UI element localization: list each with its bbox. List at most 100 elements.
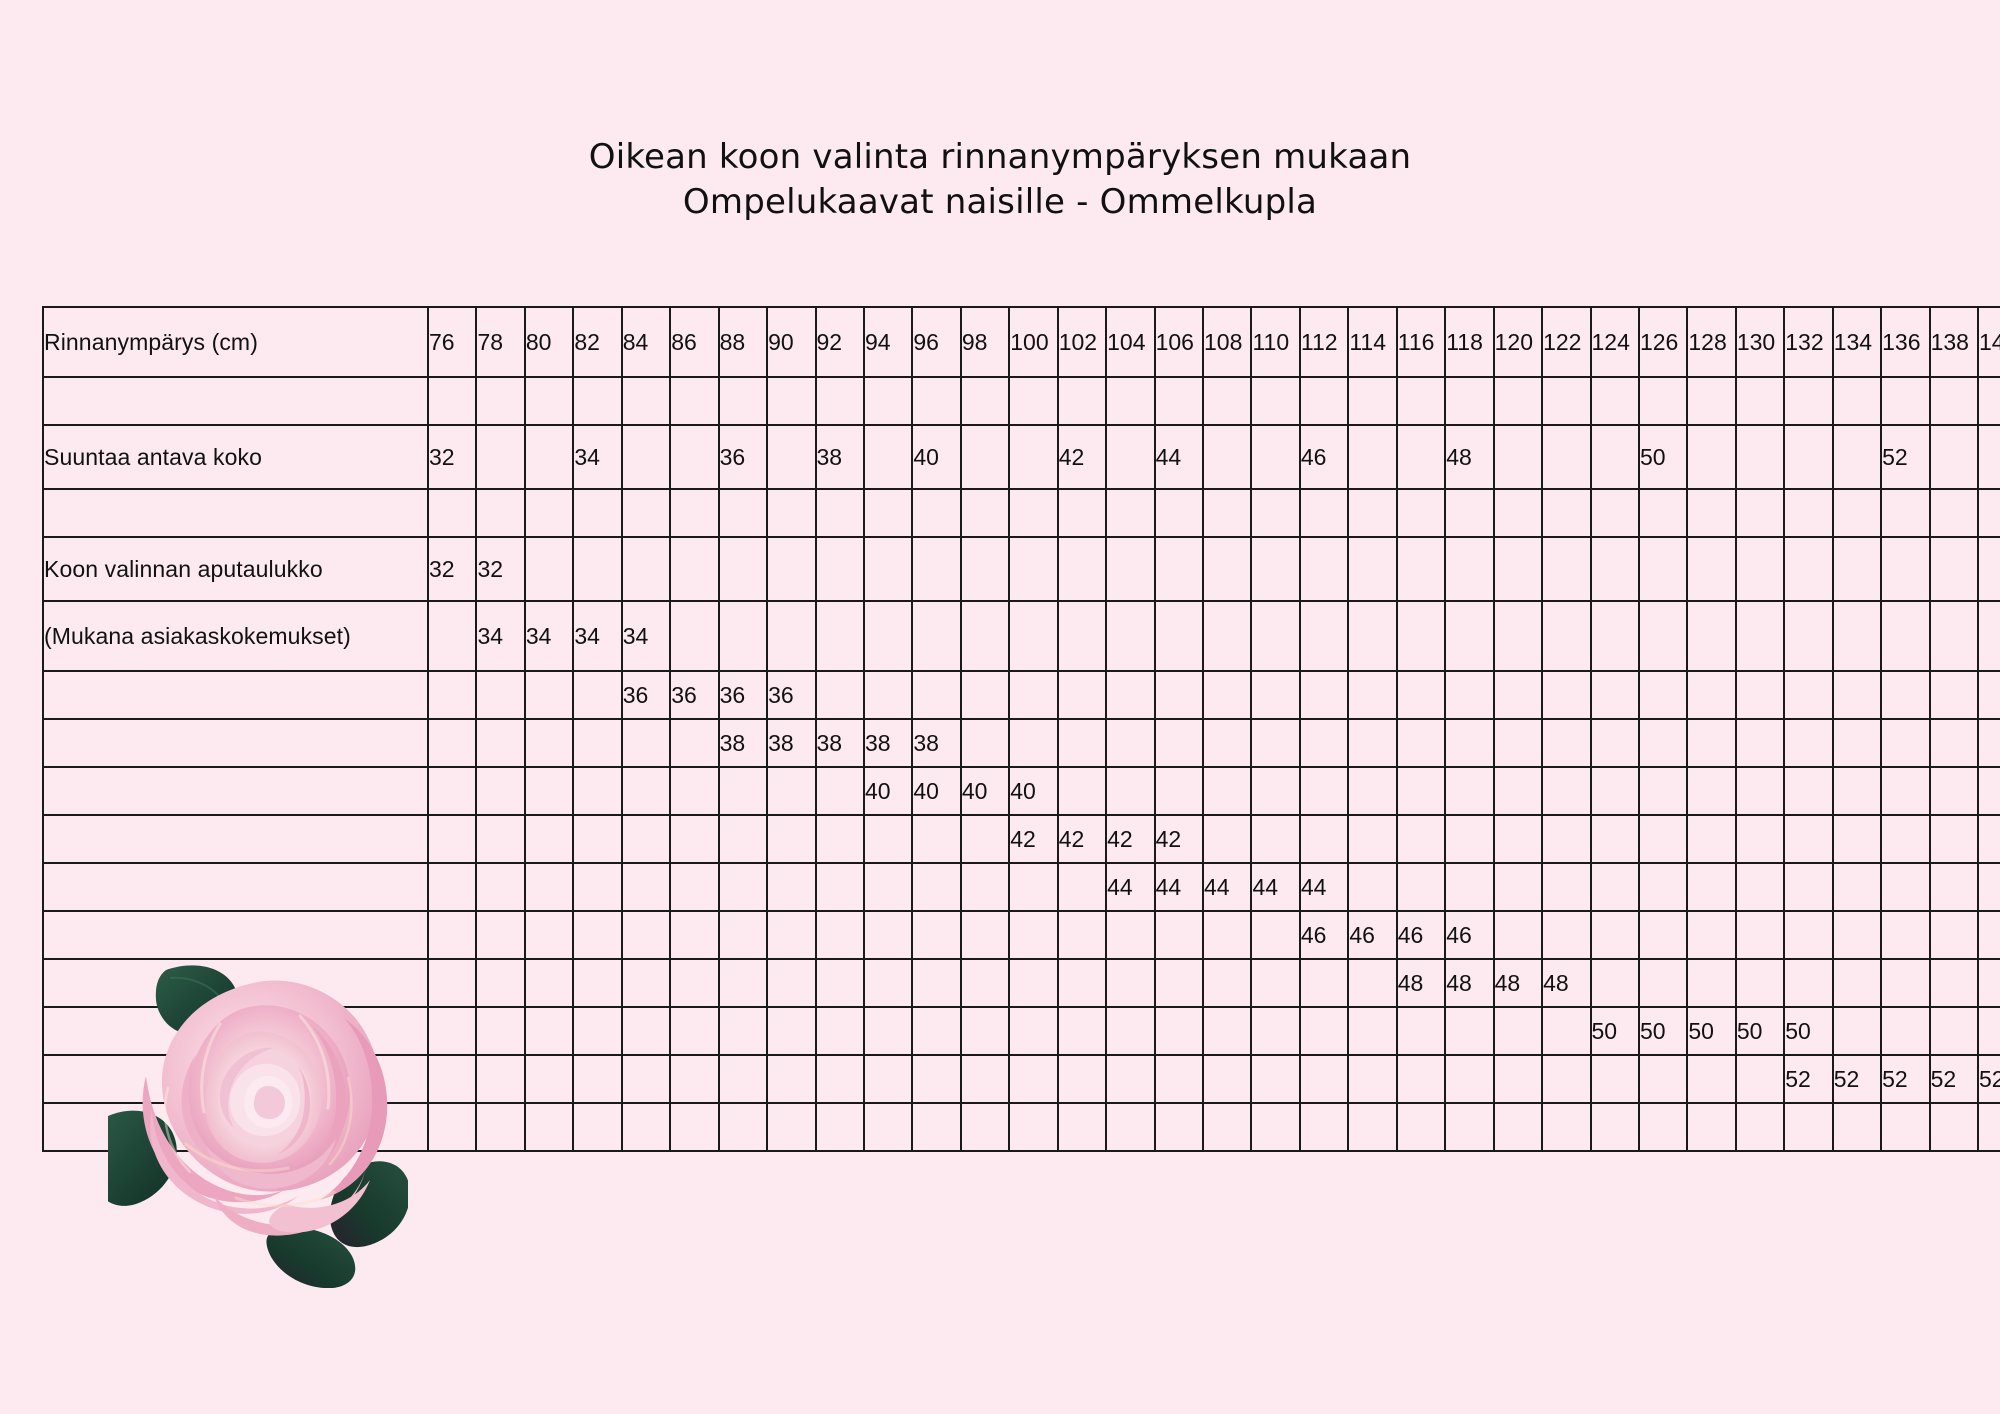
table-cell — [1783, 424, 1834, 490]
table-cell — [1105, 766, 1156, 816]
table-cell — [1589, 600, 1640, 672]
table-cell: 44 — [1298, 862, 1350, 912]
table-cell — [1976, 536, 2000, 602]
table-row: Suuntaa antava koko 32 34 36 38 40 42 44 46 48 50 5… — [42, 424, 2000, 490]
table-cell — [1153, 1102, 1205, 1152]
table-cell — [1153, 718, 1205, 768]
table-cell — [1105, 488, 1156, 538]
table-cell — [1976, 910, 2000, 960]
table-cell — [620, 862, 672, 912]
table-cell — [1880, 1006, 1931, 1056]
table-cell — [1153, 910, 1205, 960]
table-cell — [669, 718, 720, 768]
table-cell — [475, 718, 526, 768]
table-cell — [620, 910, 672, 960]
table-cell — [1056, 670, 1108, 720]
table-cell — [1589, 910, 1640, 960]
table-cell — [1686, 958, 1737, 1008]
table-cell — [1153, 536, 1205, 602]
table-cell — [1589, 536, 1640, 602]
table-cell — [1783, 718, 1834, 768]
table-cell — [1444, 670, 1495, 720]
row-label-cell: Rinnanympärys (cm) — [42, 306, 429, 378]
table-cell — [1928, 814, 1980, 864]
table-cell: 48 — [1444, 424, 1495, 490]
table-cell — [1541, 536, 1592, 602]
table-cell: 44 — [1201, 862, 1253, 912]
table-cell — [911, 1054, 962, 1104]
table-cell: 94 — [862, 306, 914, 378]
table-cell — [1734, 670, 1786, 720]
table-cell — [717, 488, 769, 538]
table-cell — [1831, 862, 1883, 912]
table-cell: 124 — [1589, 306, 1640, 378]
table-cell — [1637, 718, 1689, 768]
table-cell — [1347, 958, 1398, 1008]
table-cell: 98 — [959, 306, 1011, 378]
table-cell — [862, 488, 914, 538]
table-cell — [1153, 766, 1205, 816]
table-cell — [1298, 1054, 1350, 1104]
table-cell — [426, 862, 478, 912]
table-cell — [1395, 814, 1447, 864]
table-cell — [717, 910, 769, 960]
table-cell: 104 — [1105, 306, 1156, 378]
table-cell — [1637, 536, 1689, 602]
table-cell — [1056, 1102, 1108, 1152]
table-cell — [1880, 814, 1931, 864]
table-cell — [1831, 1102, 1883, 1152]
table-cell — [523, 424, 575, 490]
table-cell — [669, 536, 720, 602]
table-cell — [1831, 766, 1883, 816]
table-cell — [1105, 376, 1156, 426]
table-cell — [1734, 600, 1786, 672]
table-cell — [1686, 670, 1737, 720]
table-cell — [1105, 910, 1156, 960]
table-cell — [1589, 424, 1640, 490]
table-cell — [1395, 536, 1447, 602]
table-cell — [1831, 536, 1883, 602]
table-cell — [1056, 910, 1108, 960]
table-cell: 78 — [475, 306, 526, 378]
table-cell — [1928, 536, 1980, 602]
table-cell — [814, 814, 865, 864]
row-label-cell: Koon valinnan aputaulukko — [42, 536, 429, 602]
table-cell — [1395, 376, 1447, 426]
table-cell: 44 — [1105, 862, 1156, 912]
table-cell — [620, 1054, 672, 1104]
table-cell — [766, 1054, 817, 1104]
table-cell: 76 — [426, 306, 478, 378]
table-cell: 42 — [1105, 814, 1156, 864]
table-cell — [572, 376, 623, 426]
table-cell — [1008, 536, 1059, 602]
table-cell — [1734, 814, 1786, 864]
table-cell — [911, 910, 962, 960]
table-cell: 40 — [911, 766, 962, 816]
table-cell — [1492, 1054, 1544, 1104]
table-row: Koon valinnan aputaulukko 32 32 — [42, 536, 2000, 602]
table-cell — [1880, 670, 1931, 720]
table-cell — [862, 1054, 914, 1104]
table-cell — [669, 766, 720, 816]
table-cell — [1008, 376, 1059, 426]
table-cell — [669, 910, 720, 960]
table-cell — [1298, 1006, 1350, 1056]
table-cell — [1686, 814, 1737, 864]
table-cell — [1880, 718, 1931, 768]
table-cell — [862, 862, 914, 912]
page-title-block: Oikean koon valinta rinnanympäryksen muk… — [0, 135, 2000, 225]
table-cell — [1298, 670, 1350, 720]
table-cell — [1395, 862, 1447, 912]
table-cell: 52 — [1928, 1054, 1980, 1104]
table-cell: 114 — [1347, 306, 1398, 378]
table-cell — [1976, 424, 2000, 490]
table-cell — [1783, 600, 1834, 672]
table-cell: 46 — [1395, 910, 1447, 960]
table-cell — [1734, 376, 1786, 426]
table-cell — [717, 376, 769, 426]
table-cell — [1783, 910, 1834, 960]
table-cell — [1831, 376, 1883, 426]
table-cell — [620, 376, 672, 426]
table-cell — [862, 536, 914, 602]
table-cell: 50 — [1589, 1006, 1640, 1056]
